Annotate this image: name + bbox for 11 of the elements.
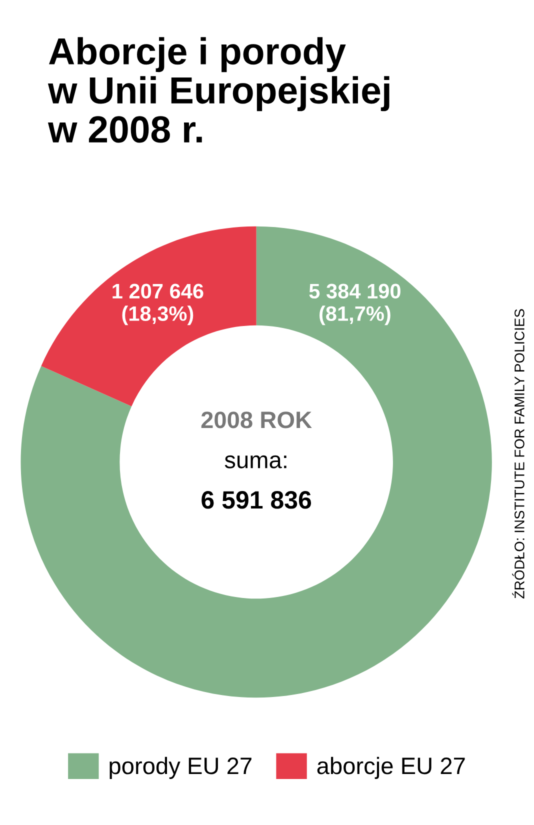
- data-label: 1 207 646 (18,3%): [112, 284, 204, 326]
- donut-slice: [41, 226, 256, 406]
- text: 6 591 836: [202, 491, 312, 509]
- text: ŹRÓDŁO: INSTITUTE FOR FAMILY POLICIES: [512, 309, 524, 599]
- legend-label: aborcje EU 27: [317, 756, 465, 779]
- chart-title: Aborcje i porody w Unii Europejskiej w 2008 r.: [48, 37, 390, 143]
- text: suma:: [224, 455, 286, 468]
- text: 2008 ROK: [201, 412, 312, 428]
- donut-slice: [20, 226, 492, 698]
- legend-label: porody EU 27: [110, 756, 252, 779]
- data-label: 5 384 190 (81,7%): [309, 284, 400, 326]
